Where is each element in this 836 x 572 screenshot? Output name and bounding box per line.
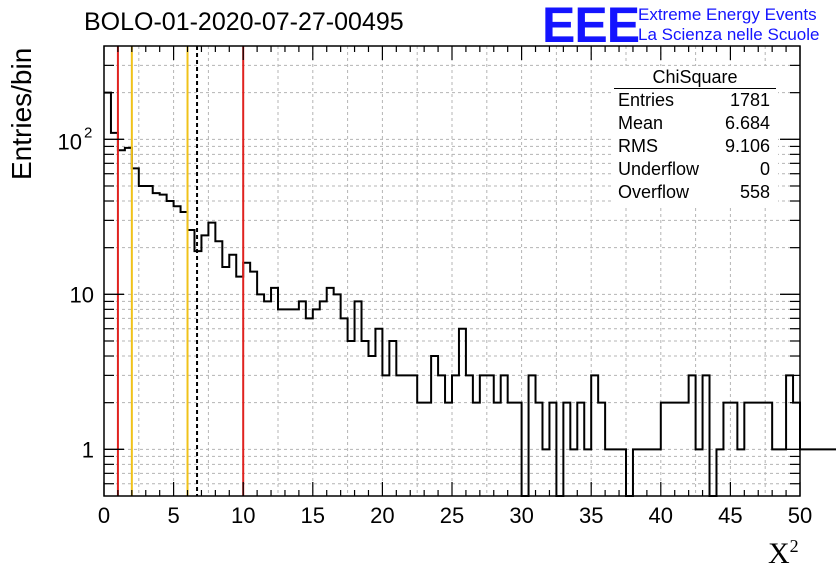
stats-row-rms: RMS 9.106 xyxy=(612,135,778,158)
x-tick-label: 10 xyxy=(231,503,255,528)
stats-box: ChiSquare Entries 1781 Mean 6.684 RMS 9.… xyxy=(612,66,778,206)
stats-value: 6.684 xyxy=(724,113,770,133)
stats-label: Overflow xyxy=(618,182,690,202)
stats-value: 558 xyxy=(739,182,770,202)
stats-row-mean: Mean 6.684 xyxy=(612,112,778,135)
axis-ticks xyxy=(103,46,801,496)
x-tick-label: 40 xyxy=(649,503,673,528)
x-tick-label: 45 xyxy=(718,503,742,528)
eee-logo: EEE xyxy=(542,0,640,53)
y-axis-label: Entries/bin xyxy=(6,47,37,180)
stats-value: 0 xyxy=(759,159,770,179)
x-tick-label: 15 xyxy=(301,503,325,528)
stats-value: 9.106 xyxy=(724,136,770,156)
x-tick-label: 5 xyxy=(167,503,179,528)
y-tick-label: 1 xyxy=(82,437,94,462)
reference-lines xyxy=(116,46,245,496)
stats-label: Underflow xyxy=(618,159,700,179)
y-tick-label: 10 xyxy=(70,282,94,307)
stats-label: Mean xyxy=(618,113,664,133)
stats-label: Entries xyxy=(618,90,675,110)
x-tick-label: 20 xyxy=(370,503,394,528)
logo-line-1: Extreme Energy Events xyxy=(638,5,817,24)
x-tick-label: 50 xyxy=(788,503,812,528)
x-tick-label: 0 xyxy=(98,503,110,528)
stats-row-underflow: Underflow 0 xyxy=(612,158,778,181)
stats-row-entries: Entries 1781 xyxy=(612,89,778,112)
x-axis-label: X2 xyxy=(768,536,799,571)
x-axis-label-exponent: 2 xyxy=(789,536,799,556)
y-axis-label-wrap: Entries/bin xyxy=(4,40,40,190)
stats-label: RMS xyxy=(618,136,658,156)
x-tick-label: 35 xyxy=(579,503,603,528)
histogram-step-line xyxy=(104,91,836,497)
y-tick-label: 10 xyxy=(58,129,82,154)
stats-value: 1781 xyxy=(729,90,770,110)
stats-row-overflow: Overflow 558 xyxy=(612,181,778,204)
x-axis-label-base: X xyxy=(768,537,790,570)
x-tick-label: 25 xyxy=(440,503,464,528)
x-tick-label: 30 xyxy=(509,503,533,528)
histogram-series xyxy=(104,91,836,497)
y-tick-label-exponent: 2 xyxy=(84,124,92,141)
logo-line-2: La Scienza nelle Scuole xyxy=(638,25,820,44)
stats-box-title: ChiSquare xyxy=(614,66,776,89)
plot-title: BOLO-01-2020-07-27-00495 xyxy=(84,8,404,36)
